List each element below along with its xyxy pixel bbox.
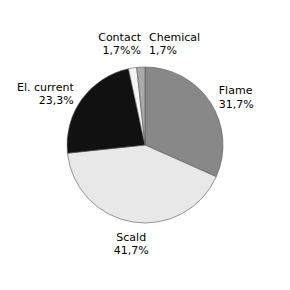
chart: Flame31,7% Scald41,7% El. current23,3% Cont… (0, 0, 290, 290)
data-label-category: Flame (219, 84, 253, 97)
pie (67, 67, 223, 223)
data-label-category: El. current (17, 81, 74, 94)
data-label-category: Scald (116, 231, 146, 244)
data-labels: Flame31,7% Scald41,7% El. current23,3% Cont… (17, 31, 254, 257)
data-label-value: 31,7% (219, 98, 254, 111)
data-label: El. current23,3% (17, 81, 74, 107)
pie-slice (67, 145, 216, 223)
data-label-value: 23,3% (39, 94, 74, 107)
data-label-category: Chemical (149, 31, 200, 44)
data-label-category: Contact (98, 31, 141, 44)
data-label: Scald41,7% (114, 231, 149, 257)
data-label: Contact1,7%% (98, 31, 141, 57)
data-label: Chemical1,7% (149, 31, 200, 57)
data-label: Flame31,7% (219, 84, 254, 110)
data-label-value: 41,7% (114, 244, 149, 257)
pie-slice (128, 67, 145, 145)
data-label-value: 1,7%% (103, 44, 141, 57)
pie-slice (137, 67, 145, 145)
data-label-value: 1,7% (149, 44, 177, 57)
